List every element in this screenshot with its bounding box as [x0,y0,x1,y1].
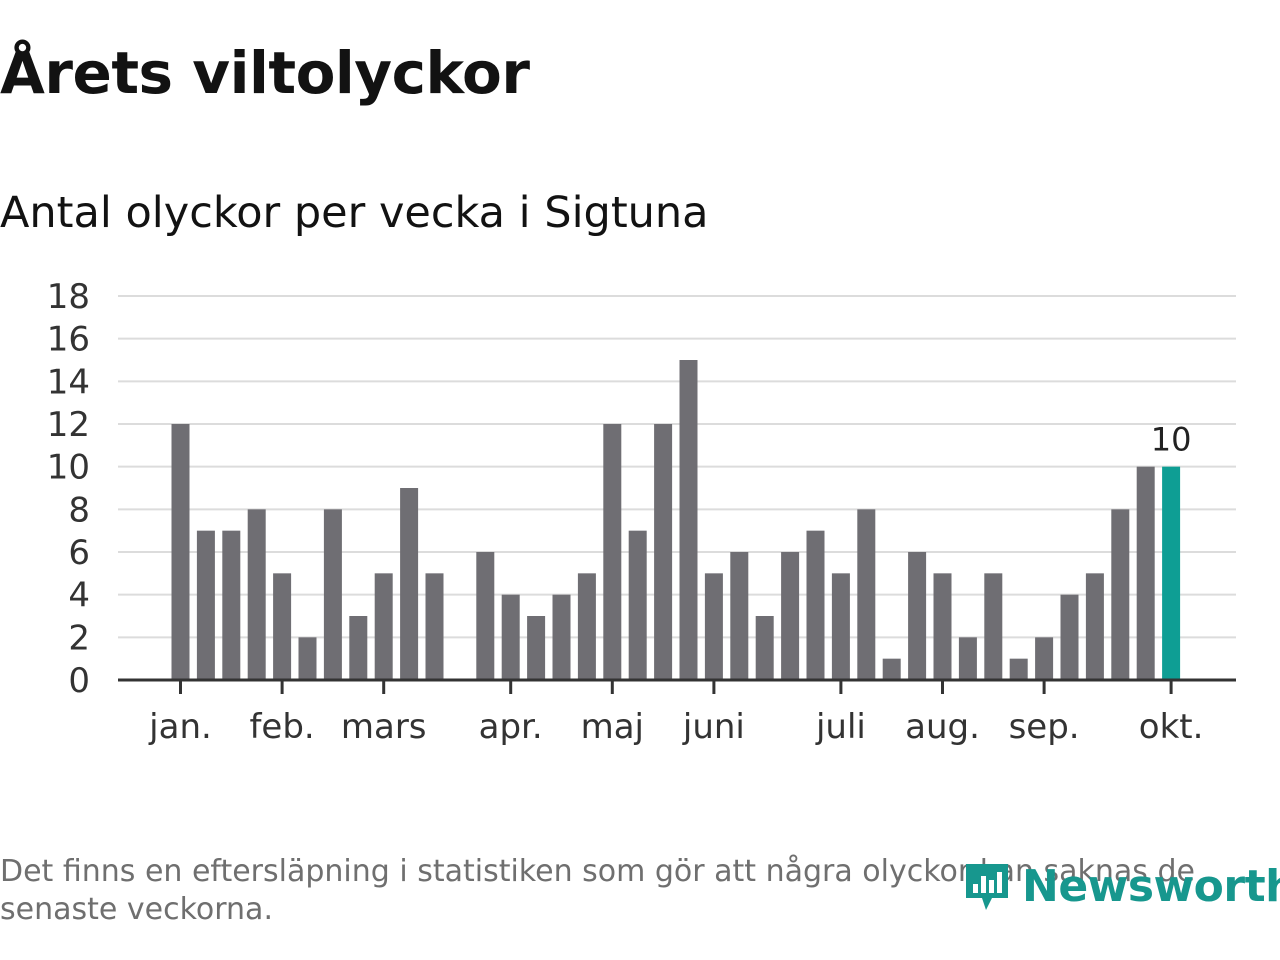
bar [552,594,571,680]
bar [374,573,393,680]
bar [755,616,774,680]
chart-subtitle: Antal olyckor per vecka i Sigtuna [0,188,709,238]
bar [1111,509,1130,680]
bar [654,424,673,680]
x-tick-label: aug. [905,707,980,747]
data-label: 10 [1151,421,1192,459]
bar [704,573,723,680]
bar [400,488,419,680]
x-tick-label: jan. [148,707,212,747]
bar [984,573,1003,680]
newsworthy-logo-icon [966,864,1008,910]
bar [806,530,825,680]
bar [222,530,241,680]
y-tick-label: 8 [68,490,90,530]
bar [1009,658,1028,680]
bar [831,573,850,680]
bar-highlight [1162,466,1181,680]
bar [247,509,266,680]
bar [577,573,596,680]
y-tick-label: 14 [47,362,90,402]
bar [196,530,215,680]
bar [1085,573,1104,680]
bar [171,424,190,680]
bar [527,616,546,680]
y-tick-label: 16 [47,320,90,360]
y-tick-label: 0 [68,661,90,701]
x-tick-label: apr. [479,707,543,747]
bar [1136,466,1155,680]
bar [1060,594,1079,680]
bar [908,552,927,680]
bar [781,552,800,680]
y-tick-label: 6 [68,533,90,573]
bar [349,616,368,680]
bar [476,552,495,680]
bar [933,573,952,680]
bar [298,637,317,680]
x-tick-label: mars [341,707,427,747]
bar [273,573,292,680]
bar [857,509,876,680]
x-tick-label: okt. [1139,707,1204,747]
x-tick-label: maj [581,707,644,747]
y-tick-label: 10 [47,448,90,488]
x-tick-label: sep. [1009,707,1080,747]
bar [679,360,698,680]
y-tick-label: 4 [68,576,90,616]
bar [1035,637,1054,680]
bar [603,424,622,680]
bar [323,509,342,680]
x-tick-label: juni [682,707,745,747]
bar [628,530,647,680]
x-tick-label: juli [815,707,866,747]
y-tick-label: 2 [68,618,90,658]
bar [882,658,901,680]
chart-title: Årets viltolyckor [0,39,530,107]
newsworthy-logo[interactable]: Newsworthy [962,858,1280,914]
bar [730,552,749,680]
bar [501,594,520,680]
bar [425,573,444,680]
y-tick-label: 12 [47,405,90,445]
x-tick-label: feb. [249,707,314,747]
bar [958,637,977,680]
y-tick-label: 18 [47,277,90,317]
brand-name: Newsworthy [1022,860,1280,912]
